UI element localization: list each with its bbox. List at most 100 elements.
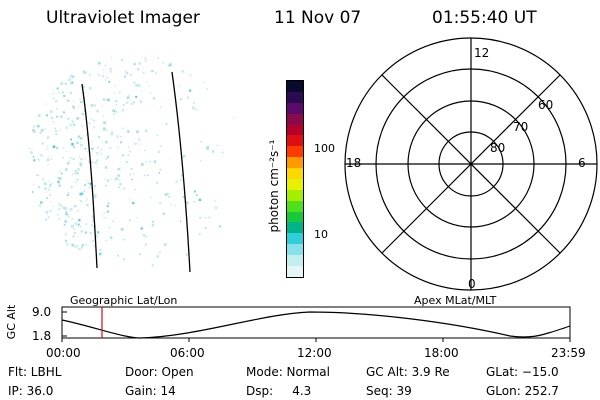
uv-speckle xyxy=(80,143,83,147)
uv-speckle xyxy=(148,85,150,87)
uv-speckle xyxy=(204,227,207,229)
geographic-latlon-label: Geographic Lat/Lon xyxy=(70,294,178,307)
uv-speckle xyxy=(40,131,42,133)
uv-speckle xyxy=(141,90,143,92)
uv-speckle xyxy=(63,111,65,114)
uv-speckle xyxy=(117,149,119,151)
uv-speckle xyxy=(76,117,79,120)
uv-speckle xyxy=(102,115,104,117)
uv-speckle xyxy=(52,121,55,123)
uv-speckle xyxy=(103,99,105,101)
uv-speckle xyxy=(71,75,75,78)
uv-speckle xyxy=(140,227,143,230)
uv-speckle xyxy=(71,217,74,220)
uv-speckle xyxy=(152,220,154,223)
uv-speckle xyxy=(98,252,102,256)
uv-speckle xyxy=(55,115,58,118)
uv-speckle xyxy=(200,160,202,162)
uv-speckle xyxy=(52,205,54,207)
uv-speckle xyxy=(155,72,157,75)
mlat-label-80: 80 xyxy=(490,141,506,155)
uv-speckle xyxy=(58,184,61,187)
uv-speckle xyxy=(167,64,170,67)
uv-speckle xyxy=(58,93,59,95)
uv-speckle xyxy=(143,72,145,74)
uv-speckle xyxy=(72,145,76,149)
uv-speckle xyxy=(39,132,42,135)
uv-speckle xyxy=(101,252,103,254)
uv-speckle xyxy=(132,173,135,175)
uv-speckle xyxy=(92,119,95,122)
uv-speckle xyxy=(85,179,87,182)
instrument-title: Ultraviolet Imager xyxy=(46,8,200,28)
status-ip: IP: 36.0 xyxy=(8,384,54,398)
uv-speckle xyxy=(117,174,120,177)
status-dsp: Dsp: 4.3 xyxy=(246,384,312,398)
uv-speckle xyxy=(32,156,35,158)
uv-speckle xyxy=(72,105,74,107)
uv-speckle xyxy=(77,248,80,250)
uv-speckle xyxy=(47,146,49,148)
uv-speckle xyxy=(199,216,202,219)
uv-speckle xyxy=(66,215,69,217)
uv-speckle xyxy=(193,200,196,203)
uv-speckle xyxy=(44,128,46,130)
uv-speckle xyxy=(98,135,101,138)
uv-speckle xyxy=(59,115,61,117)
uv-speckle xyxy=(169,158,171,160)
uv-speckle xyxy=(74,172,77,174)
mlt-label-18: 18 xyxy=(346,156,362,170)
uv-speckle xyxy=(33,130,36,133)
uv-speckle xyxy=(91,140,93,142)
colorbar-band xyxy=(287,222,303,234)
uv-speckle xyxy=(109,236,113,239)
uv-speckle xyxy=(104,98,107,101)
uv-speckle xyxy=(87,181,90,184)
uv-speckle xyxy=(84,92,86,94)
uv-speckle xyxy=(56,108,58,110)
uv-speckle xyxy=(56,100,58,102)
uv-speckle xyxy=(193,102,195,104)
uv-speckle xyxy=(81,125,83,127)
uv-speckle xyxy=(180,220,181,222)
x-tick-0600: 06:00 xyxy=(170,346,205,360)
uv-speckle xyxy=(198,198,202,202)
uv-speckle xyxy=(70,138,72,141)
uv-speckle xyxy=(86,200,88,202)
uv-speckle xyxy=(123,75,126,78)
uv-speckle xyxy=(145,129,148,133)
uv-speckle xyxy=(110,133,113,136)
uv-speckle xyxy=(37,125,40,128)
uv-speckle xyxy=(126,72,129,75)
uv-speckle xyxy=(83,71,87,74)
uv-speckle xyxy=(89,74,91,76)
colorbar-band xyxy=(287,211,303,223)
uv-speckle xyxy=(131,102,134,105)
uv-speckle xyxy=(128,94,130,97)
uv-speckle xyxy=(62,206,66,209)
uv-speckle xyxy=(157,150,161,153)
uv-speckle xyxy=(186,201,189,204)
uv-speckle xyxy=(73,235,75,237)
status-seq: Seq: 39 xyxy=(366,384,412,398)
uv-speckle xyxy=(120,135,122,138)
colorbar-band xyxy=(287,157,303,168)
status-door: Door: Open xyxy=(125,365,194,379)
uv-speckle xyxy=(65,211,68,214)
uv-speckle xyxy=(66,194,69,197)
uv-speckle xyxy=(159,168,162,171)
uv-speckle xyxy=(67,192,70,194)
colorbar-band xyxy=(287,200,303,212)
uv-speckle xyxy=(49,194,51,196)
uv-speckle xyxy=(77,168,80,171)
uv-speckle xyxy=(62,94,65,97)
uv-speckle xyxy=(80,164,83,167)
uv-speckle xyxy=(104,64,107,67)
uv-speckle xyxy=(88,86,92,90)
uv-speckle xyxy=(93,195,97,199)
uv-speckle xyxy=(162,62,165,65)
uv-speckle xyxy=(156,134,159,137)
uv-speckle xyxy=(57,214,59,216)
uv-speckle xyxy=(71,81,74,84)
uv-speckle xyxy=(134,188,136,191)
